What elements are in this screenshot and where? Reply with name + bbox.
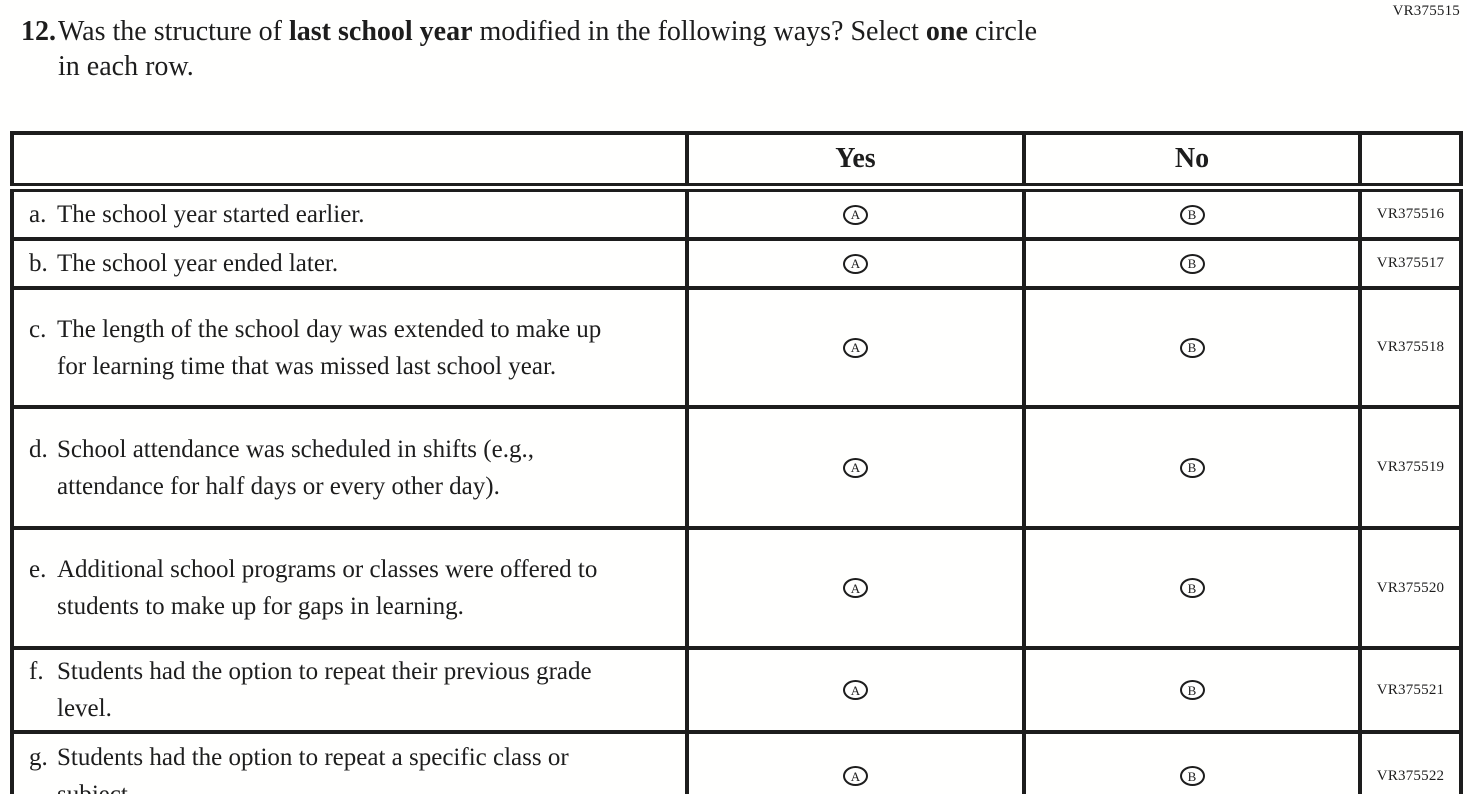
row-code: VR375518 [1358,286,1463,409]
column-header-no: No [1022,131,1362,192]
yes-option-cell: A [685,237,1026,290]
row-text: Additional school programs or classes we… [57,556,598,620]
row-code: VR375516 [1358,185,1463,241]
option-a-bubble[interactable]: A [843,337,868,358]
table-row: d. School attendance was scheduled in sh… [10,405,1463,530]
row-code: VR375519 [1358,405,1463,530]
yes-option-cell: A [685,646,1026,734]
row-text: Students had the option to repeat their … [57,658,592,722]
no-option-cell: B [1022,730,1362,794]
row-text: School attendance was scheduled in shift… [57,435,534,500]
table-row: f. Students had the option to repeat the… [10,646,1463,734]
option-a-bubble[interactable]: A [843,680,868,700]
row-text: The length of the school day was extende… [57,315,602,380]
row-statement-cell: g. Students had the option to repeat a s… [10,730,689,794]
option-b-bubble[interactable]: B [1179,766,1205,786]
header-row: Yes No [10,131,1463,192]
no-option-cell: B [1022,405,1362,530]
no-option-cell: B [1022,185,1362,241]
no-option-cell: B [1022,286,1362,409]
option-a-bubble[interactable]: A [843,457,868,478]
yes-option-cell: A [685,185,1026,241]
table-row: e. Additional school programs or classes… [10,526,1463,650]
row-letter: b. [29,250,48,277]
header-statement-blank [10,131,689,192]
table-row: a. The school year started earlier. A B … [10,185,1463,241]
option-b-bubble[interactable]: B [1179,680,1205,700]
no-option-cell: B [1022,646,1362,734]
row-letter: d. [29,435,48,463]
row-statement-cell: d. School attendance was scheduled in sh… [10,405,689,530]
table-row: c. The length of the school day was exte… [10,286,1463,409]
row-statement-cell: c. The length of the school day was exte… [10,286,689,409]
row-text: The school year started earlier. [57,201,365,228]
form-code: VR375515 [1392,3,1460,19]
option-a-bubble[interactable]: A [843,766,868,786]
yes-option-cell: A [685,730,1026,794]
no-option-cell: B [1022,526,1362,650]
option-a-bubble[interactable]: A [843,253,868,274]
question-text-part: Was the structure of [58,16,289,47]
option-b-bubble[interactable]: B [1179,457,1205,478]
row-code: VR375520 [1358,526,1463,650]
column-header-yes: Yes [685,131,1026,192]
option-a-bubble[interactable]: A [843,204,868,225]
option-b-bubble[interactable]: B [1179,578,1205,598]
row-statement-cell: b. The school year ended later. [10,237,689,290]
question-text-part: in each row. [58,51,194,82]
header-code-blank [1358,131,1463,192]
question-number: 12. [21,16,56,47]
option-a-bubble[interactable]: A [843,578,868,598]
table-row: g. Students had the option to repeat a s… [10,730,1463,794]
row-text: The school year ended later. [57,250,339,277]
row-letter: c. [29,315,47,343]
option-b-bubble[interactable]: B [1179,253,1205,274]
row-code: VR375517 [1358,237,1463,290]
response-grid-table: Yes No a. The school year started earlie… [10,131,1463,794]
row-statement-cell: a. The school year started earlier. [10,185,689,241]
table-row: b. The school year ended later. A B VR37… [10,237,1463,290]
row-letter: f. [29,658,44,685]
yes-option-cell: A [685,405,1026,530]
row-letter: e. [29,556,47,583]
row-letter: g. [29,744,48,771]
question-text-bold: one [925,16,968,47]
option-b-bubble[interactable]: B [1179,337,1205,358]
row-code: VR375522 [1358,730,1463,794]
no-option-cell: B [1022,237,1362,290]
question-block: 12. Was the structure of last school yea… [21,14,1037,84]
question-text: Was the structure of last school year mo… [58,14,1037,84]
row-code: VR375521 [1358,646,1463,734]
question-text-bold: last school year [289,16,473,47]
row-statement-cell: e. Additional school programs or classes… [10,526,689,650]
row-letter: a. [29,201,47,228]
row-text: Students had the option to repeat a spec… [57,744,569,794]
yes-option-cell: A [685,526,1026,650]
option-b-bubble[interactable]: B [1179,204,1205,225]
question-text-part: modified in the following ways? Select [472,16,926,47]
question-text-part: circle [967,16,1038,47]
yes-option-cell: A [685,286,1026,409]
row-statement-cell: f. Students had the option to repeat the… [10,646,689,734]
